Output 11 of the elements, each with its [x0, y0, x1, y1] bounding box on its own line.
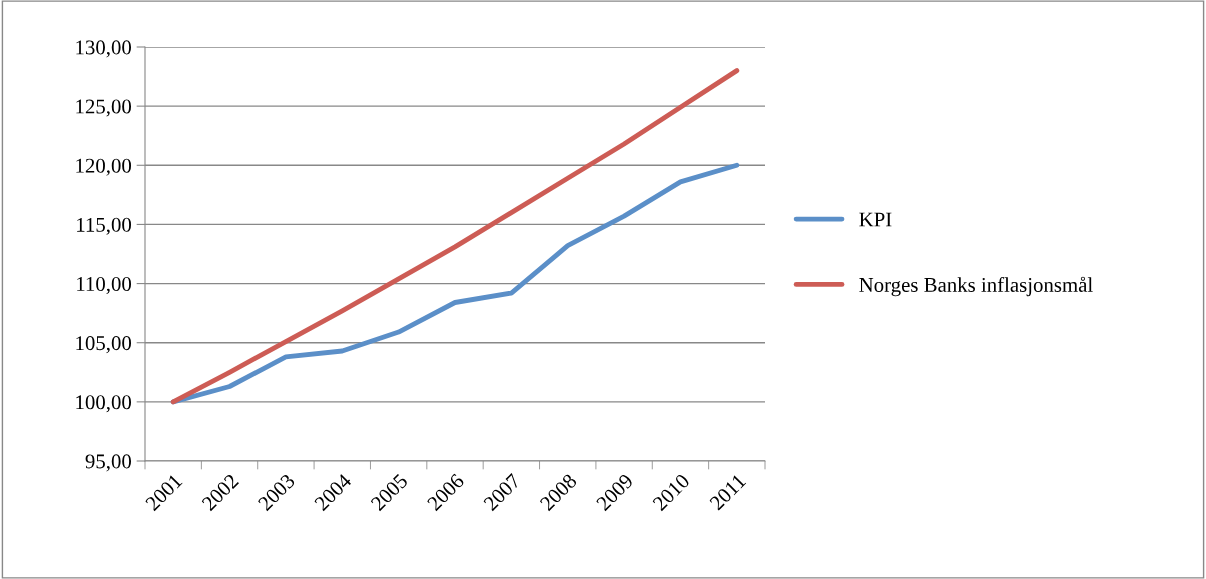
y-tick-label: 115,00: [77, 217, 132, 235]
line-series: [170, 68, 740, 405]
y-tick-label: 130,00: [76, 40, 132, 58]
y-tick-label: 105,00: [76, 336, 132, 354]
y-tick-label: 100,00: [76, 395, 132, 413]
legend-label: Norges Banks inflasjonsmål: [859, 276, 1093, 297]
y-tick-label: 120,00: [76, 158, 132, 176]
y-tick-label: 95,00: [85, 454, 132, 472]
legend-label: KPI: [859, 212, 892, 227]
y-tick-label: 125,00: [76, 99, 132, 117]
y-tick-label: 110,00: [77, 276, 132, 294]
